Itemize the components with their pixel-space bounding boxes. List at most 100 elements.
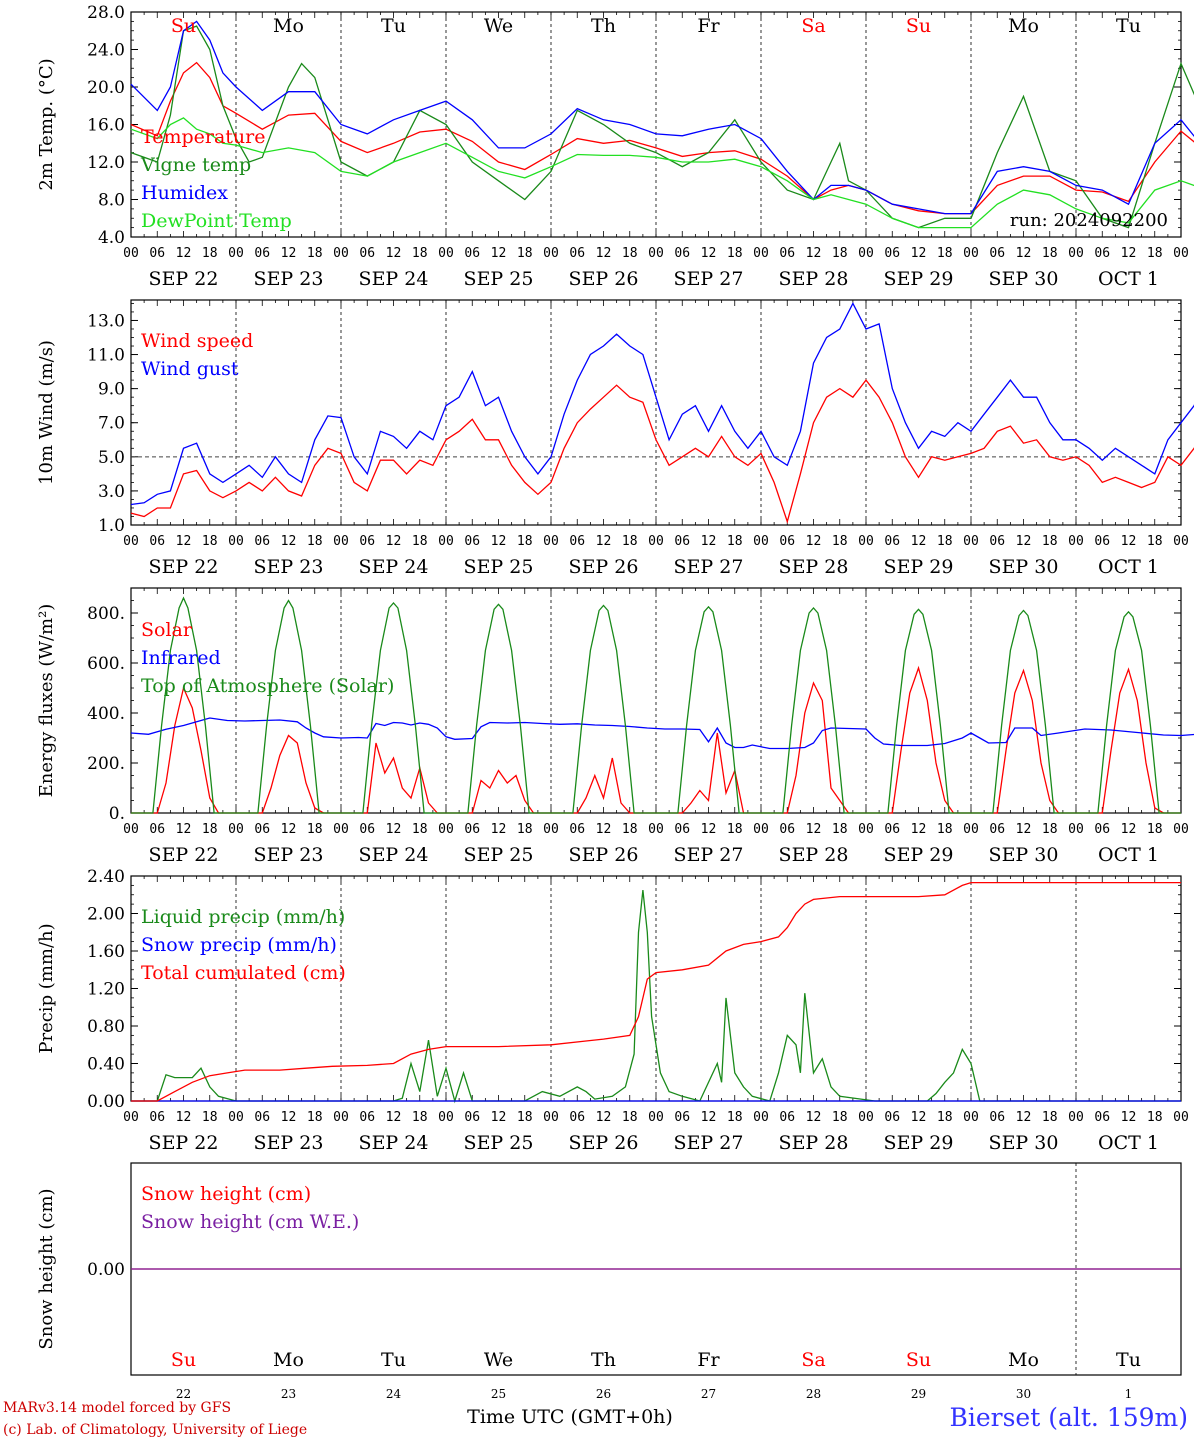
- hour-tick-label: 18: [622, 246, 638, 261]
- date-label: OCT 1: [1098, 556, 1159, 578]
- date-label: SEP 28: [779, 844, 849, 866]
- hour-tick-label: 18: [622, 822, 638, 837]
- hour-tick-label: 06: [989, 1110, 1005, 1125]
- y-tick-label: 2.00: [87, 905, 125, 925]
- hour-tick-label: 18: [202, 534, 218, 549]
- y-tick-label: 12.0: [87, 153, 125, 173]
- day-number: 27: [701, 1387, 716, 1401]
- hour-tick-label: 18: [307, 246, 323, 261]
- hour-tick-label: 00: [1068, 534, 1084, 549]
- hour-tick-label: 18: [1147, 246, 1163, 261]
- hour-tick-label: 06: [359, 822, 375, 837]
- day-number: 24: [386, 1387, 402, 1401]
- legend-entry: Vigne temp: [140, 154, 251, 176]
- hour-tick-label: 00: [228, 534, 244, 549]
- legend-entry: Snow height (cm W.E.): [141, 1211, 359, 1233]
- y-tick-label: 400.: [87, 704, 125, 724]
- series-dewpoint-temp: [130, 117, 1194, 229]
- hour-tick-label: 00: [228, 246, 244, 261]
- hour-tick-label: 00: [438, 246, 454, 261]
- hour-tick-label: 00: [543, 1110, 559, 1125]
- hour-tick-label: 06: [359, 246, 375, 261]
- hour-tick-label: 18: [412, 1110, 428, 1125]
- hour-tick-label: 12: [176, 1110, 192, 1125]
- day-number: 25: [491, 1387, 506, 1401]
- date-label: SEP 26: [569, 844, 639, 866]
- day-name: Sa: [801, 1349, 825, 1371]
- hour-tick-label: 18: [727, 1110, 743, 1125]
- legend-entry: Snow height (cm): [141, 1183, 311, 1205]
- hour-tick-label: 06: [254, 246, 270, 261]
- hour-tick-label: 06: [569, 1110, 585, 1125]
- date-label: SEP 27: [674, 268, 744, 290]
- hour-tick-label: 06: [569, 246, 585, 261]
- hour-tick-label: 18: [1042, 246, 1058, 261]
- hour-tick-label: 06: [1094, 246, 1110, 261]
- hour-tick-label: 12: [1016, 822, 1032, 837]
- hour-tick-label: 00: [753, 534, 769, 549]
- series-vigne-temp: [130, 25, 1194, 229]
- hour-tick-label: 00: [438, 1110, 454, 1125]
- date-label: SEP 30: [989, 844, 1059, 866]
- hour-tick-label: 18: [517, 534, 533, 549]
- legend-entry: Infrared: [141, 647, 221, 669]
- hour-tick-label: 00: [543, 534, 559, 549]
- hour-tick-label: 12: [806, 1110, 822, 1125]
- date-label: SEP 23: [254, 844, 324, 866]
- date-label: SEP 23: [254, 1132, 324, 1154]
- date-label: SEP 29: [884, 1132, 954, 1154]
- y-tick-label: 1.0: [98, 516, 125, 536]
- date-label: SEP 23: [254, 556, 324, 578]
- hour-tick-label: 06: [989, 246, 1005, 261]
- day-number: 26: [596, 1387, 611, 1401]
- day-name: Su: [906, 15, 931, 37]
- date-label: SEP 23: [254, 268, 324, 290]
- date-label: SEP 28: [779, 1132, 849, 1154]
- hour-tick-label: 18: [832, 534, 848, 549]
- hour-tick-label: 06: [884, 822, 900, 837]
- hour-tick-label: 06: [254, 1110, 270, 1125]
- hour-tick-label: 12: [806, 822, 822, 837]
- date-label: SEP 29: [884, 556, 954, 578]
- y-tick-label: 9.0: [98, 380, 125, 400]
- hour-tick-label: 00: [858, 822, 874, 837]
- hour-tick-label: 06: [254, 534, 270, 549]
- hour-tick-label: 12: [1121, 246, 1137, 261]
- date-label: OCT 1: [1098, 268, 1159, 290]
- hour-tick-label: 06: [359, 534, 375, 549]
- hour-tick-label: 18: [1147, 822, 1163, 837]
- hour-tick-label: 00: [648, 822, 664, 837]
- date-label: OCT 1: [1098, 1132, 1159, 1154]
- run-label: run: 2024092200: [1010, 210, 1168, 231]
- date-label: OCT 1: [1098, 844, 1159, 866]
- series-wind-speed: [130, 379, 1194, 524]
- hour-tick-label: 12: [911, 534, 927, 549]
- y-tick-label: 20.0: [87, 78, 125, 98]
- legend-entry: Top of Atmosphere (Solar): [141, 675, 394, 697]
- date-label: SEP 24: [359, 268, 429, 290]
- date-label: SEP 29: [884, 844, 954, 866]
- legend-entry: Wind speed: [141, 330, 253, 352]
- hour-tick-label: 12: [596, 246, 612, 261]
- hour-tick-label: 12: [806, 534, 822, 549]
- hour-tick-label: 00: [438, 822, 454, 837]
- day-name: Tu: [1116, 15, 1141, 37]
- date-label: SEP 30: [989, 556, 1059, 578]
- hour-tick-label: 18: [1042, 1110, 1058, 1125]
- hour-tick-label: 00: [228, 1110, 244, 1125]
- day-number: 30: [1016, 1387, 1031, 1401]
- hour-tick-label: 18: [202, 1110, 218, 1125]
- day-number: 23: [281, 1387, 296, 1401]
- hour-tick-label: 12: [491, 534, 507, 549]
- y-tick-label: 200.: [87, 754, 125, 774]
- day-name: Su: [171, 1349, 196, 1371]
- hour-tick-label: 12: [911, 246, 927, 261]
- date-label: SEP 30: [989, 1132, 1059, 1154]
- date-label: SEP 29: [884, 268, 954, 290]
- date-label: SEP 22: [149, 268, 219, 290]
- hour-tick-label: 12: [1016, 1110, 1032, 1125]
- hour-tick-label: 18: [1042, 534, 1058, 549]
- hour-tick-label: 12: [596, 1110, 612, 1125]
- hour-tick-label: 00: [648, 1110, 664, 1125]
- date-label: SEP 22: [149, 844, 219, 866]
